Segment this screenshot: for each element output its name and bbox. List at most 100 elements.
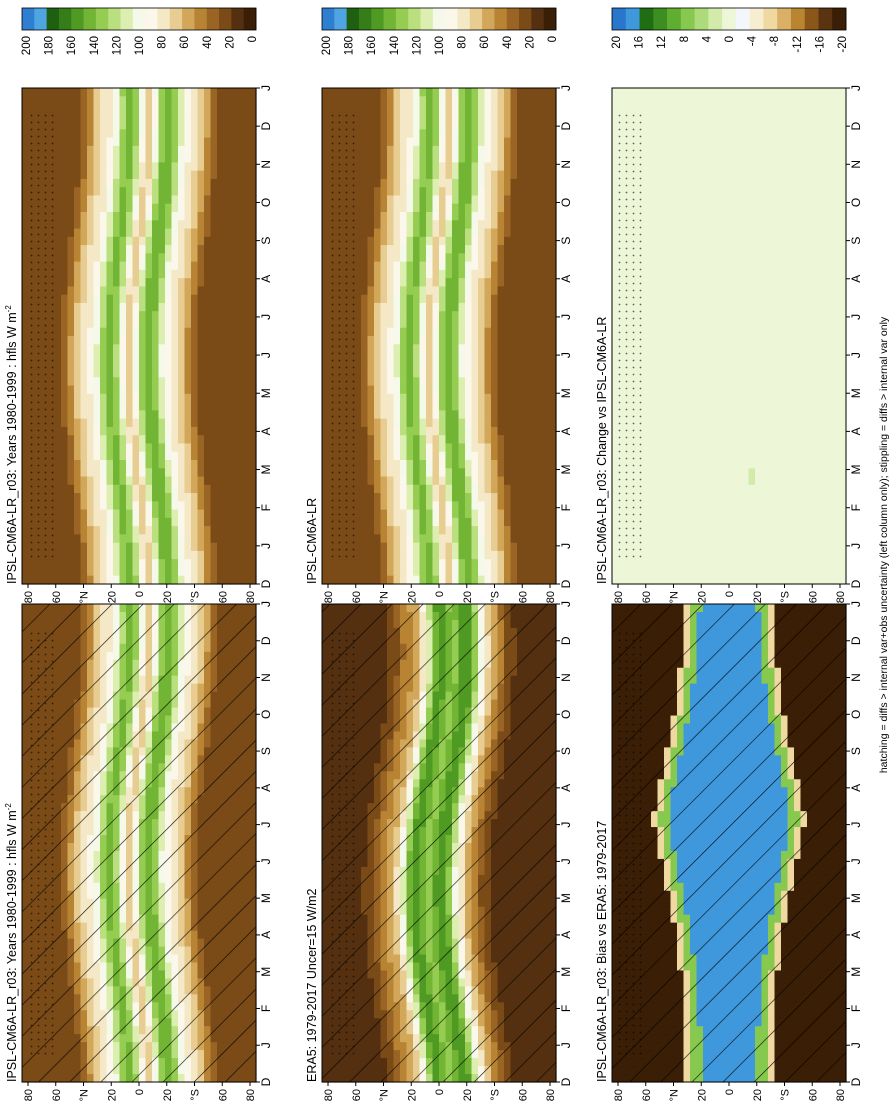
heat-cell bbox=[100, 426, 108, 436]
heat-cell bbox=[184, 187, 192, 197]
heat-cell bbox=[93, 451, 101, 461]
heat-cell bbox=[197, 484, 205, 494]
heat-cell bbox=[93, 286, 101, 296]
heat-cell bbox=[54, 278, 62, 287]
heat-cell bbox=[158, 112, 166, 122]
lat-tick-label: 20 bbox=[106, 591, 118, 603]
heat-cell bbox=[74, 360, 82, 370]
colorbar-tick-label: 40 bbox=[202, 36, 214, 49]
heat-cell bbox=[132, 121, 140, 130]
heat-cell bbox=[119, 162, 127, 172]
heat-cell bbox=[204, 311, 212, 321]
heat-cell bbox=[139, 559, 147, 569]
heat-cell bbox=[93, 129, 101, 139]
heat-cell bbox=[197, 88, 205, 97]
heat-cell bbox=[152, 402, 160, 411]
heat-cell bbox=[236, 137, 244, 147]
heat-cell bbox=[22, 203, 30, 213]
heat-cell bbox=[145, 369, 153, 378]
heat-cell bbox=[236, 145, 244, 155]
heat-cell bbox=[152, 385, 160, 395]
heat-cell bbox=[178, 104, 186, 114]
heat-cell bbox=[126, 443, 134, 453]
heat-cell bbox=[80, 534, 88, 544]
heat-cell bbox=[67, 534, 75, 544]
heat-cell bbox=[74, 418, 82, 428]
heat-cell bbox=[100, 509, 108, 519]
heat-cell bbox=[126, 327, 134, 337]
heat-cell bbox=[139, 517, 147, 527]
heat-cell bbox=[100, 567, 108, 577]
heat-cell bbox=[67, 542, 75, 552]
heat-cell bbox=[204, 129, 212, 139]
heat-cell bbox=[249, 468, 257, 478]
heat-cell bbox=[210, 336, 218, 345]
heat-cell bbox=[145, 393, 153, 403]
heat-cell bbox=[197, 236, 205, 246]
heat-cell bbox=[67, 426, 75, 436]
heat-cell bbox=[223, 493, 231, 502]
heat-cell bbox=[67, 88, 75, 97]
heat-cell bbox=[61, 261, 69, 271]
heat-cell bbox=[119, 517, 127, 527]
heat-cell bbox=[236, 402, 244, 411]
heat-cell bbox=[126, 294, 134, 304]
heat-cell bbox=[210, 501, 218, 511]
heat-cell bbox=[184, 220, 192, 230]
heat-cell bbox=[223, 460, 231, 469]
heat-cell bbox=[171, 145, 179, 155]
lat-tick-label: °S bbox=[190, 591, 202, 603]
heat-cell bbox=[178, 575, 186, 585]
heat-cell bbox=[236, 220, 244, 230]
heat-cell bbox=[223, 195, 231, 205]
heat-cell bbox=[152, 426, 160, 436]
heat-cell bbox=[106, 269, 114, 279]
heat-cell bbox=[158, 501, 166, 511]
heat-cell bbox=[249, 418, 257, 428]
heat-cell bbox=[87, 567, 95, 577]
heat-cell bbox=[93, 302, 101, 312]
heat-cell bbox=[67, 476, 75, 486]
heat-cell bbox=[210, 418, 218, 428]
heat-cell bbox=[132, 336, 140, 345]
heat-cell bbox=[67, 137, 75, 147]
heat-cell bbox=[217, 129, 225, 139]
heat-cell bbox=[74, 352, 82, 362]
heat-cell bbox=[106, 559, 114, 569]
heat-cell bbox=[93, 112, 101, 122]
heat-cell bbox=[87, 302, 95, 312]
heat-cell bbox=[126, 468, 134, 478]
month-tick-label: F bbox=[259, 1005, 273, 1012]
heat-cell bbox=[230, 286, 238, 296]
heat-cell bbox=[106, 162, 114, 172]
heat-cell bbox=[204, 278, 212, 287]
heat-cell bbox=[61, 178, 69, 188]
heat-cell bbox=[28, 88, 36, 97]
heat-cell bbox=[210, 195, 218, 205]
heat-cell bbox=[132, 377, 140, 387]
heat-cell bbox=[126, 203, 134, 213]
heat-cell bbox=[106, 104, 114, 114]
heat-cell bbox=[243, 460, 251, 469]
heat-cell bbox=[132, 369, 140, 378]
heat-cell bbox=[204, 137, 212, 147]
heat-cell bbox=[197, 559, 205, 569]
heat-cell bbox=[93, 352, 101, 362]
heat-cell bbox=[178, 360, 186, 370]
heat-cell bbox=[165, 426, 173, 436]
heat-cell bbox=[236, 311, 244, 321]
heat-cell bbox=[217, 88, 225, 97]
heat-cell bbox=[87, 534, 95, 544]
heat-cell bbox=[171, 435, 179, 445]
heat-cell bbox=[35, 96, 43, 106]
heat-cell bbox=[165, 559, 173, 569]
heat-cell bbox=[171, 212, 179, 221]
heat-cell bbox=[139, 426, 147, 436]
heat-cell bbox=[158, 526, 166, 535]
heat-cell bbox=[54, 319, 62, 329]
heat-cell bbox=[236, 509, 244, 519]
heat-cell bbox=[204, 559, 212, 569]
heat-cell bbox=[171, 468, 179, 478]
heat-cell bbox=[249, 385, 257, 395]
heat-cell bbox=[93, 550, 101, 560]
